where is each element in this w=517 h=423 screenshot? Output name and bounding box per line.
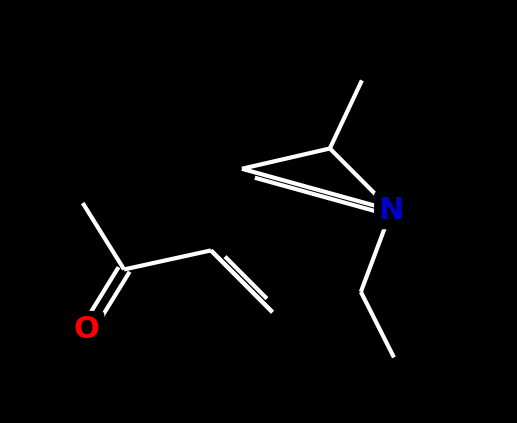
Text: O: O — [74, 316, 100, 344]
Text: N: N — [378, 196, 404, 225]
